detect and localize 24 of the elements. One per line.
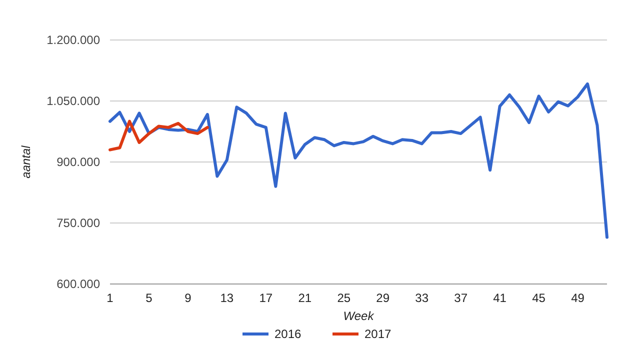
line-series [108, 120, 209, 152]
x-tick-label: 21 [298, 291, 312, 305]
y-tick-label: 600.000 [56, 277, 100, 292]
x-tick-label: 33 [415, 291, 429, 305]
legend-label: 2016 [274, 327, 302, 341]
y-axis-title: aantal [19, 145, 33, 178]
y-tick-label: 1.200.000 [46, 33, 100, 48]
x-tick-label: 25 [337, 291, 351, 305]
x-axis-title: Week [343, 309, 375, 323]
y-tick-label: 1.050.000 [46, 94, 100, 108]
x-tick-label: 45 [532, 291, 546, 305]
x-tick-label: 29 [376, 291, 390, 305]
x-tick-label: 49 [571, 291, 585, 305]
line-series [108, 82, 608, 239]
y-tick-label: 900.000 [56, 155, 100, 170]
x-tick-label: 1 [106, 291, 114, 305]
legend-label: 2017 [364, 327, 392, 341]
x-tick-label: 5 [146, 291, 153, 305]
x-tick-label: 41 [493, 291, 507, 305]
x-tick-label: 37 [454, 291, 468, 305]
x-tick-label: 9 [184, 291, 192, 305]
x-tick-label: 13 [220, 291, 234, 305]
x-tick-label: 17 [259, 291, 273, 305]
y-tick-label: 750.000 [56, 216, 100, 230]
